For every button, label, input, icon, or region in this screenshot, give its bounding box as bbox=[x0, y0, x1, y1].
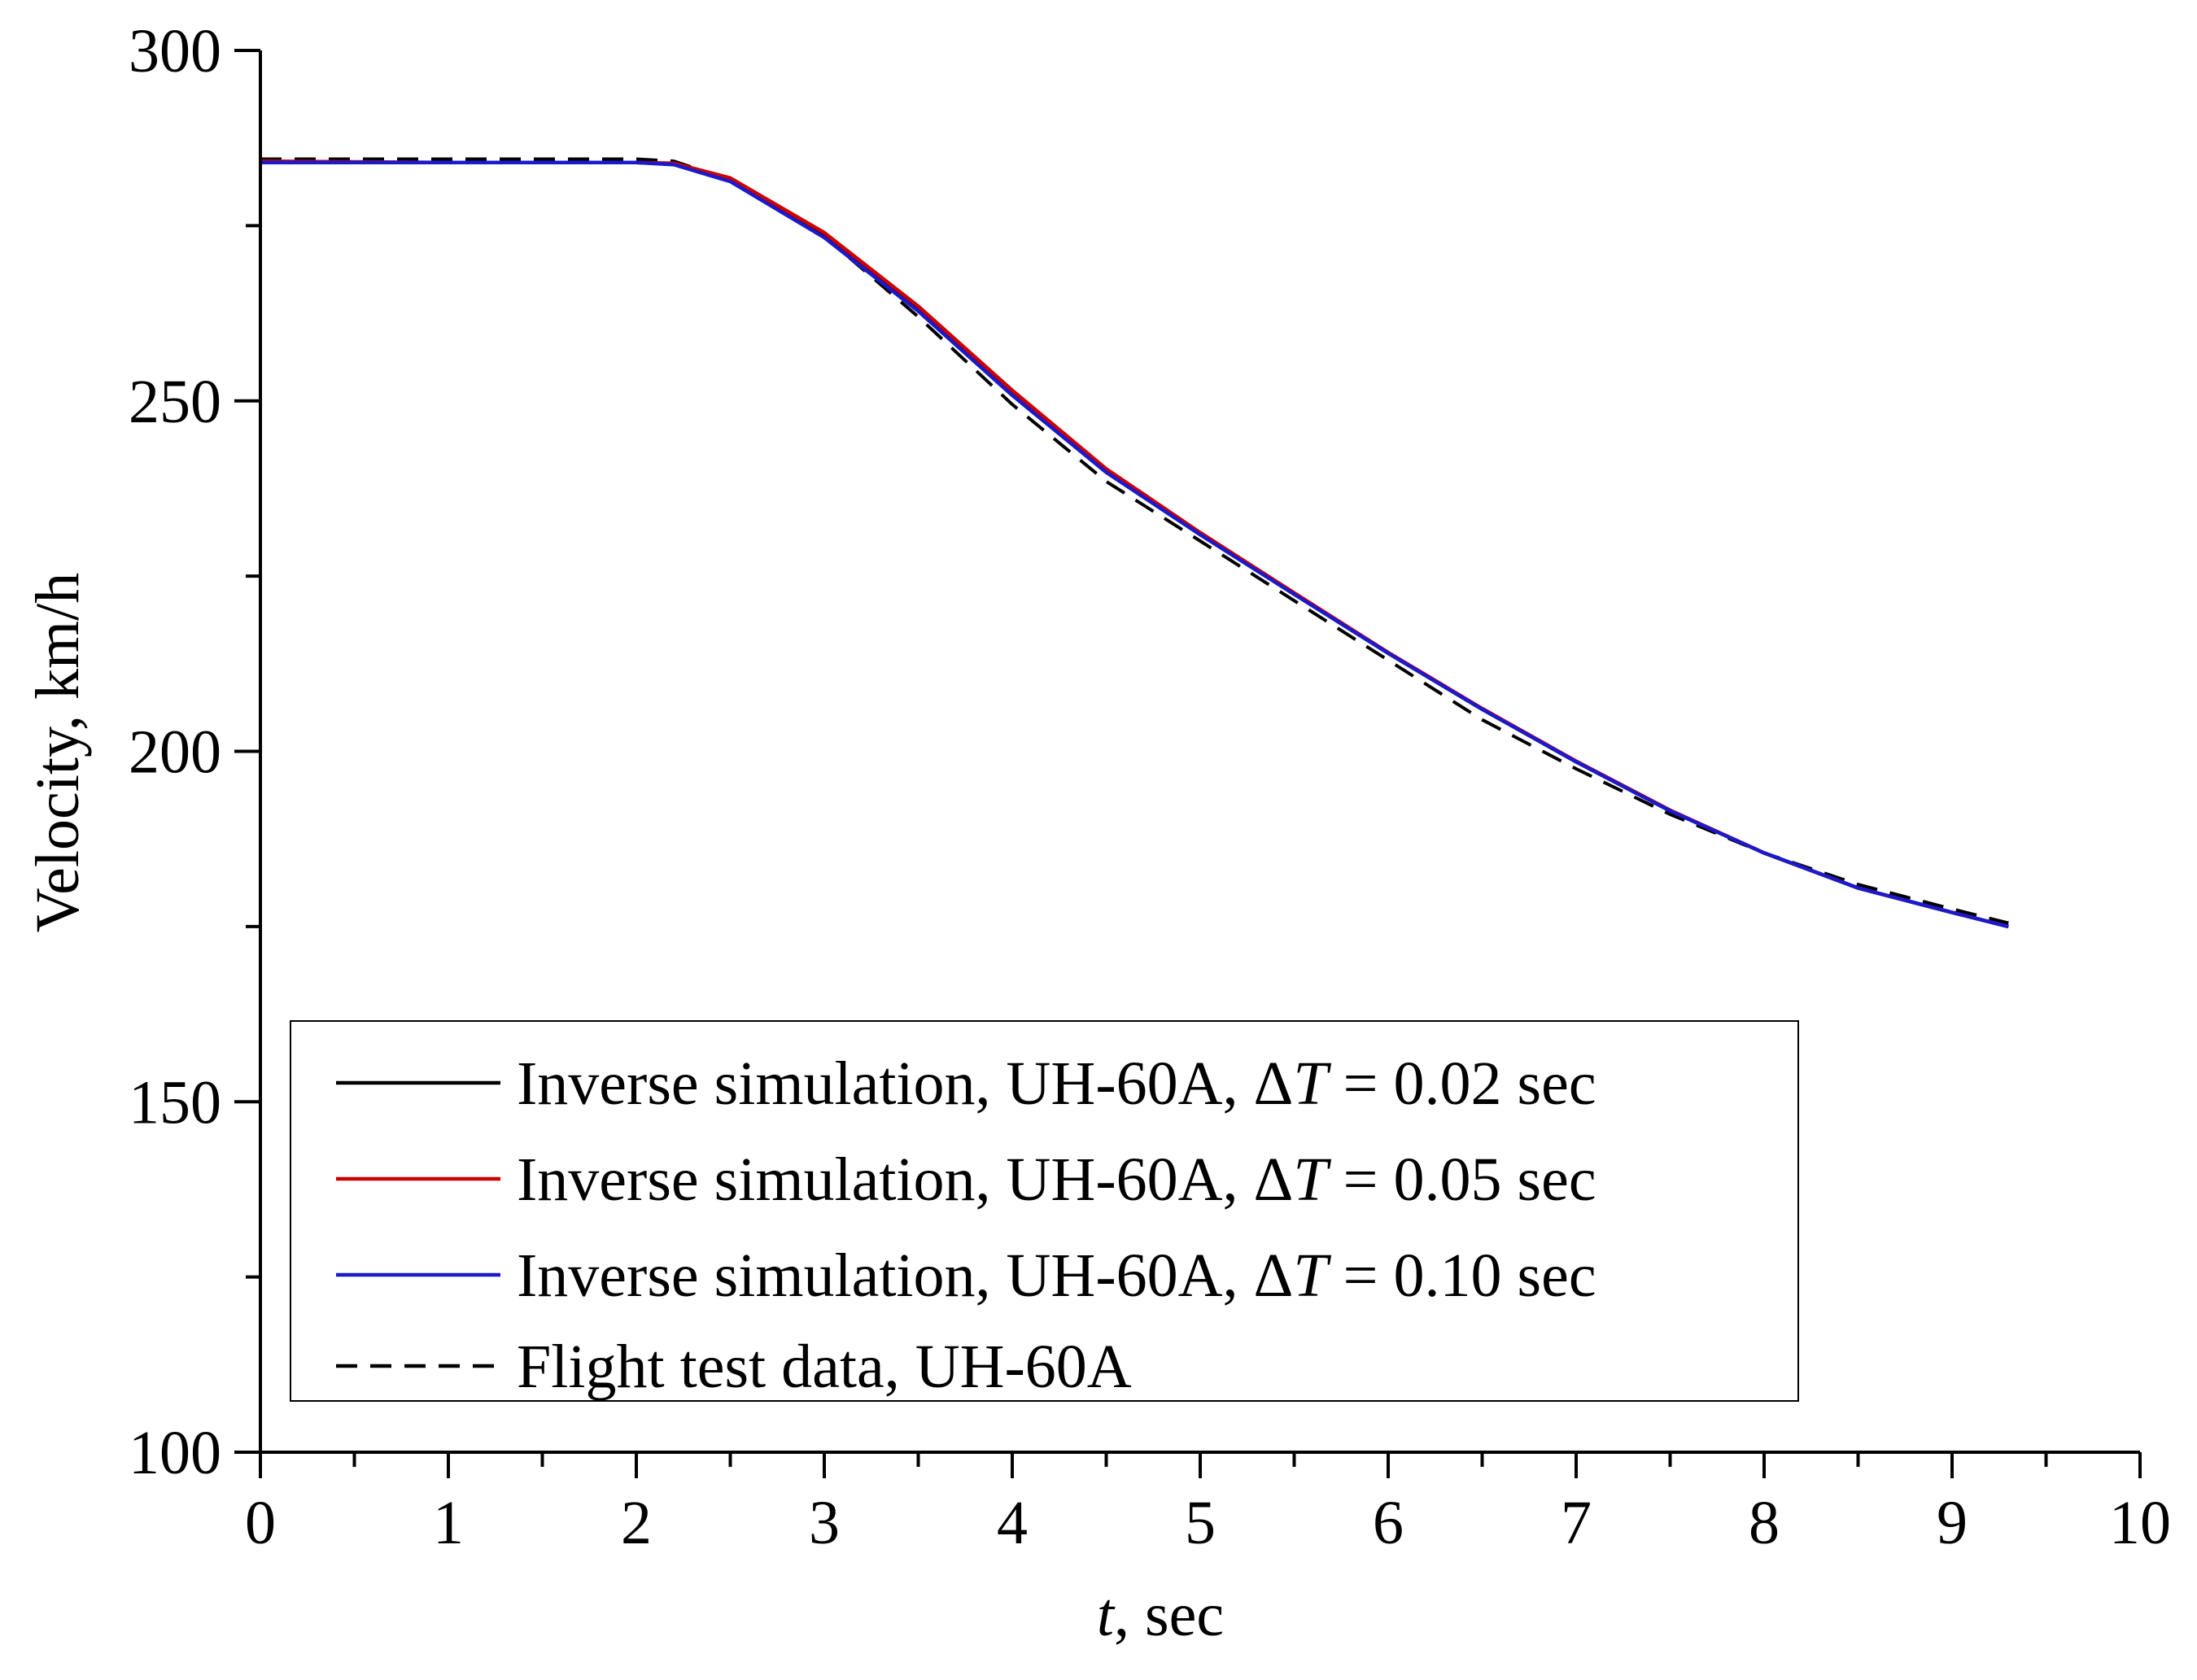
x-tick-label: 2 bbox=[621, 1489, 652, 1557]
legend-label-symbol: T bbox=[1293, 1241, 1331, 1310]
x-tick-label: 5 bbox=[1185, 1489, 1216, 1557]
y-tick-label: 150 bbox=[129, 1068, 221, 1137]
x-axis-title: t, sec bbox=[1097, 1581, 1224, 1649]
x-axis-title-variable: t bbox=[1097, 1581, 1116, 1649]
series-line-1 bbox=[260, 160, 2009, 929]
x-tick-label: 4 bbox=[997, 1489, 1028, 1557]
y-axis-title: Velocity, km/h bbox=[24, 573, 92, 933]
x-tick-label: 8 bbox=[1749, 1489, 1780, 1557]
y-tick-label: 250 bbox=[129, 368, 221, 436]
x-tick-label: 0 bbox=[245, 1489, 276, 1557]
x-tick-label: 1 bbox=[433, 1489, 464, 1557]
legend-label-value: = 0.05 sec bbox=[1328, 1145, 1596, 1214]
y-tick-label: 100 bbox=[129, 1419, 221, 1487]
series-layer bbox=[260, 157, 2009, 929]
legend-label-1: Inverse simulation, UH-60A, ΔT = 0.02 se… bbox=[517, 1049, 1596, 1118]
legend-label-symbol: T bbox=[1293, 1049, 1331, 1118]
series-line-4 bbox=[260, 157, 2009, 925]
series-line-3 bbox=[260, 160, 2009, 929]
legend-label-text: Inverse simulation, UH-60A, Δ bbox=[517, 1049, 1293, 1118]
legend-label-value: = 0.10 sec bbox=[1328, 1241, 1596, 1310]
legend-label-value: = 0.02 sec bbox=[1328, 1049, 1596, 1118]
legend-label-2: Inverse simulation, UH-60A, ΔT = 0.05 se… bbox=[517, 1145, 1596, 1214]
x-tick-label: 6 bbox=[1373, 1489, 1404, 1557]
legend: Inverse simulation, UH-60A, ΔT = 0.02 se… bbox=[290, 1020, 1799, 1402]
x-tick-label: 7 bbox=[1561, 1489, 1592, 1557]
legend-label-text: Inverse simulation, UH-60A, Δ bbox=[517, 1145, 1293, 1214]
axes-layer: 100 150 200 250 300 0 1 2 3 4 5 6 7 8 9 10 bbox=[129, 17, 2171, 1557]
x-tick-label: 9 bbox=[1937, 1489, 1968, 1557]
legend-label-3: Inverse simulation, UH-60A, ΔT = 0.10 se… bbox=[517, 1241, 1596, 1310]
x-axis-title-unit: , sec bbox=[1114, 1581, 1224, 1649]
legend-box bbox=[290, 1020, 1799, 1402]
legend-label-4: Flight test data, UH-60A bbox=[517, 1333, 1132, 1401]
y-tick-label: 300 bbox=[129, 17, 221, 85]
x-tick-label: 10 bbox=[2109, 1489, 2171, 1557]
legend-label-text: Flight test data, UH-60A bbox=[517, 1333, 1132, 1401]
y-tick-label: 200 bbox=[129, 718, 221, 787]
legend-label-text: Inverse simulation, UH-60A, Δ bbox=[517, 1241, 1293, 1310]
x-tick-label: 3 bbox=[809, 1489, 840, 1557]
legend-label-symbol: T bbox=[1293, 1145, 1331, 1214]
series-line-2 bbox=[260, 159, 2009, 929]
